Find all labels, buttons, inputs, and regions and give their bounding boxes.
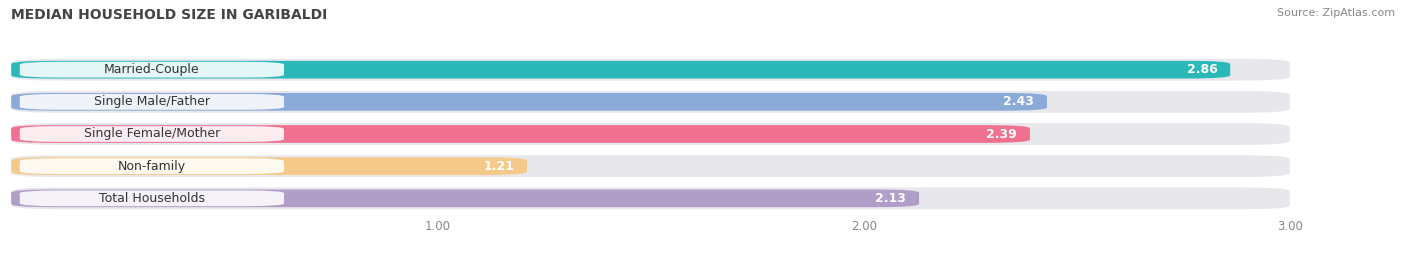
Text: Non-family: Non-family xyxy=(118,160,186,173)
FancyBboxPatch shape xyxy=(20,94,284,110)
FancyBboxPatch shape xyxy=(11,91,1289,113)
FancyBboxPatch shape xyxy=(20,158,284,174)
FancyBboxPatch shape xyxy=(11,157,527,175)
Text: Single Male/Father: Single Male/Father xyxy=(94,95,209,108)
FancyBboxPatch shape xyxy=(11,189,920,207)
Text: 2.13: 2.13 xyxy=(876,192,907,205)
Text: 1.21: 1.21 xyxy=(484,160,515,173)
FancyBboxPatch shape xyxy=(11,187,1289,209)
Text: Married-Couple: Married-Couple xyxy=(104,63,200,76)
Text: 2.39: 2.39 xyxy=(987,128,1017,140)
Text: MEDIAN HOUSEHOLD SIZE IN GARIBALDI: MEDIAN HOUSEHOLD SIZE IN GARIBALDI xyxy=(11,8,328,22)
Text: 2.43: 2.43 xyxy=(1004,95,1035,108)
Text: Single Female/Mother: Single Female/Mother xyxy=(84,128,219,140)
FancyBboxPatch shape xyxy=(20,62,284,77)
Text: Total Households: Total Households xyxy=(98,192,205,205)
FancyBboxPatch shape xyxy=(11,59,1289,81)
Text: Source: ZipAtlas.com: Source: ZipAtlas.com xyxy=(1277,8,1395,18)
Text: 2.86: 2.86 xyxy=(1187,63,1218,76)
FancyBboxPatch shape xyxy=(20,191,284,206)
FancyBboxPatch shape xyxy=(11,61,1230,79)
FancyBboxPatch shape xyxy=(20,126,284,142)
FancyBboxPatch shape xyxy=(11,93,1047,111)
FancyBboxPatch shape xyxy=(11,125,1031,143)
FancyBboxPatch shape xyxy=(11,123,1289,145)
FancyBboxPatch shape xyxy=(11,155,1289,177)
